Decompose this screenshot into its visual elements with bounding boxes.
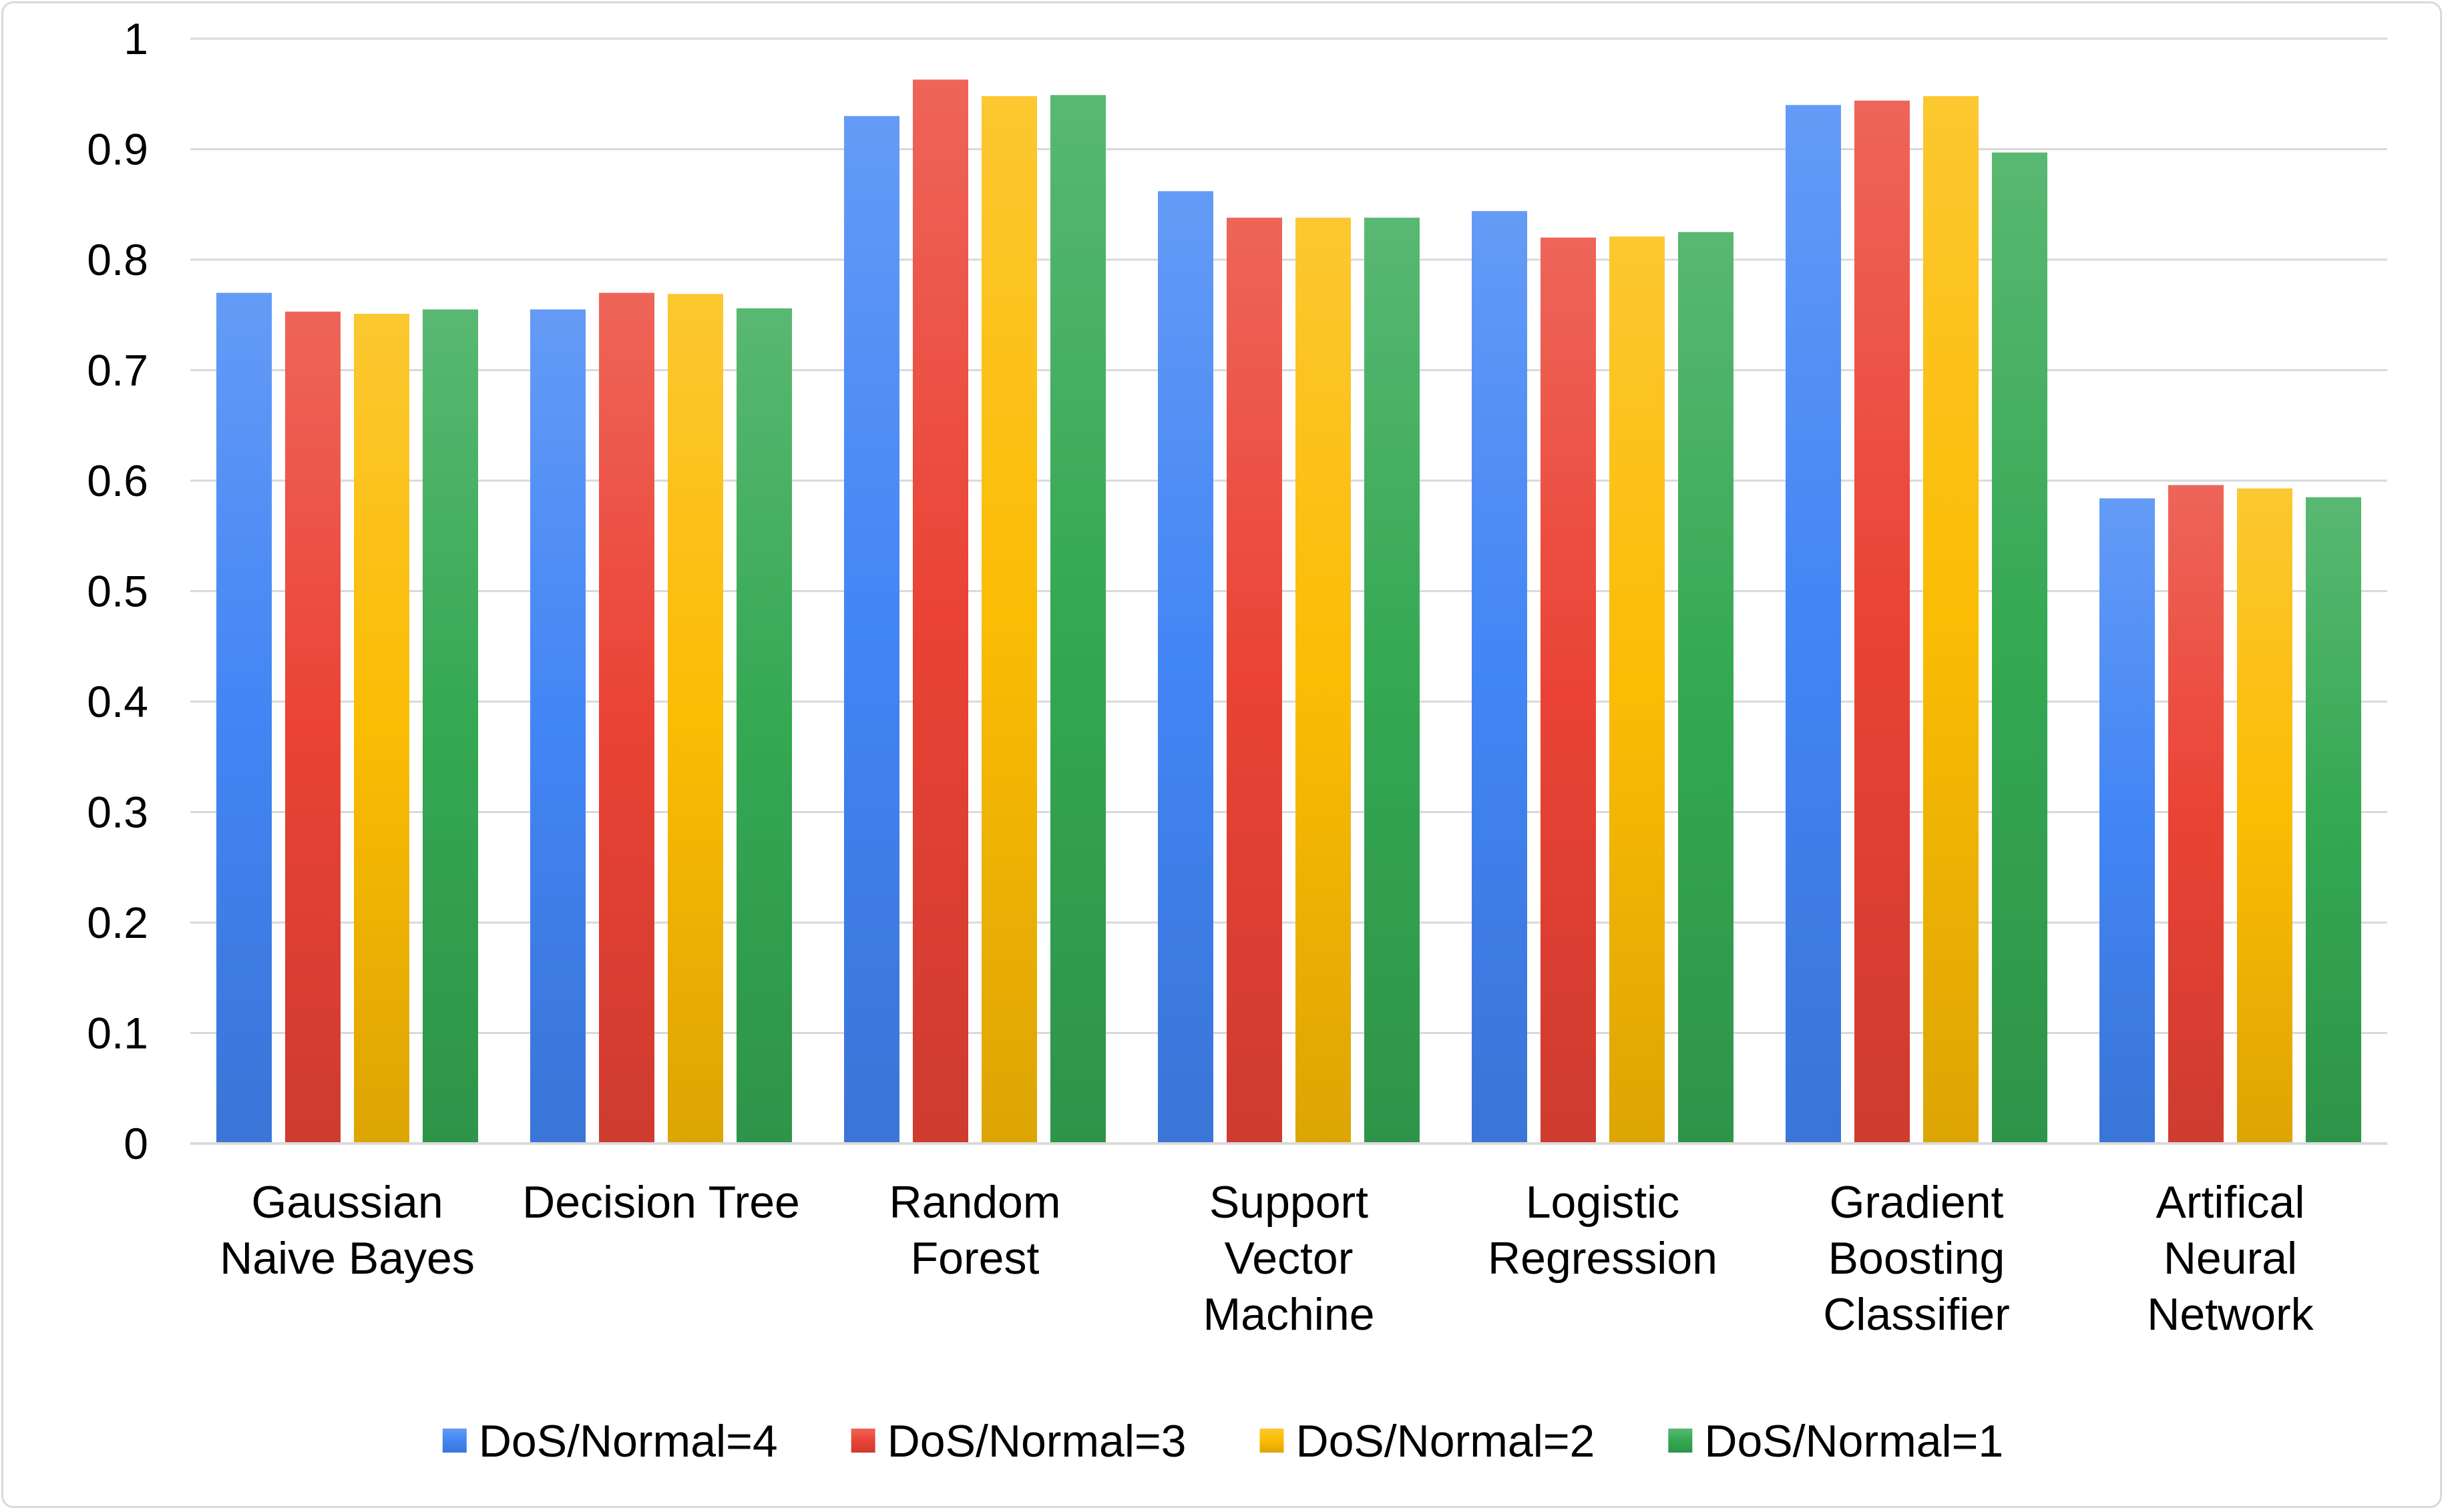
- bar: [354, 314, 409, 1144]
- bars: [216, 79, 2361, 1144]
- y-tick-label: 0.7: [87, 346, 148, 395]
- bar: [2168, 485, 2224, 1144]
- x-category-label: Forest: [911, 1233, 1040, 1284]
- y-tick-label: 0.4: [87, 677, 148, 726]
- x-category-label: Gaussian: [251, 1177, 443, 1228]
- x-category-label: Naive Bayes: [220, 1233, 475, 1284]
- y-tick-label: 0.1: [87, 1009, 148, 1058]
- y-tick-label: 0.6: [87, 456, 148, 505]
- bar: [1992, 152, 2047, 1144]
- bar: [285, 311, 341, 1144]
- bar: [982, 96, 1037, 1144]
- x-category-label: Vector: [1225, 1233, 1354, 1284]
- bar: [737, 308, 792, 1144]
- x-category-label: Machine: [1203, 1289, 1374, 1340]
- bar: [530, 309, 586, 1144]
- legend-swatch: [851, 1429, 875, 1453]
- bar: [2237, 488, 2292, 1144]
- x-category-label: Classifier: [1823, 1289, 2010, 1340]
- y-tick-label: 0.8: [87, 235, 148, 284]
- x-category-label: Logistic: [1526, 1177, 1680, 1228]
- bar: [1472, 211, 1527, 1144]
- legend-label: DoS/Normal=2: [1296, 1416, 1595, 1467]
- x-category-label: Gradient: [1830, 1177, 2004, 1228]
- bar: [1609, 236, 1665, 1144]
- legend: DoS/Normal=4 DoS/Normal=3 DoS/Normal=2 DoS/…: [442, 1416, 2003, 1467]
- y-tick-label: 0.2: [87, 898, 148, 947]
- bar: [1364, 218, 1420, 1144]
- x-category-label: Random: [889, 1177, 1060, 1228]
- bar: [2306, 497, 2361, 1144]
- y-tick-label: 1: [124, 14, 148, 63]
- x-category-label: Support: [1209, 1177, 1368, 1228]
- bar: [1923, 96, 1979, 1144]
- bar: [913, 79, 968, 1144]
- gridlines: [190, 37, 2387, 1034]
- legend-swatch: [1668, 1429, 1693, 1453]
- x-category-label: Boosting: [1828, 1233, 2005, 1284]
- bar: [1158, 191, 1213, 1144]
- x-category-label: Network: [2147, 1289, 2314, 1340]
- legend-label: DoS/Normal=1: [1704, 1416, 2003, 1467]
- y-tick-label: 0.3: [87, 788, 148, 837]
- x-category-label: Decision Tree: [522, 1177, 800, 1228]
- legend-label: DoS/Normal=4: [479, 1416, 778, 1467]
- bar: [1295, 218, 1351, 1144]
- legend-label: DoS/Normal=3: [887, 1416, 1187, 1467]
- bar: [1050, 95, 1106, 1144]
- bar: [1854, 100, 1910, 1144]
- legend-swatch: [442, 1429, 467, 1453]
- bar: [1786, 105, 1841, 1144]
- y-tick-label: 0.9: [87, 125, 148, 174]
- legend-swatch: [1259, 1429, 1284, 1453]
- bar: [668, 294, 723, 1144]
- x-category-label: Regression: [1488, 1233, 1717, 1284]
- bar: [2099, 498, 2155, 1144]
- bar: [1678, 232, 1734, 1144]
- y-tick-label: 0: [124, 1119, 148, 1168]
- bar: [844, 115, 899, 1144]
- x-category-label: Artifical: [2156, 1177, 2305, 1228]
- bar: [216, 292, 272, 1144]
- bar: [1541, 237, 1596, 1144]
- bar: [1227, 218, 1282, 1144]
- y-axis-tick-labels: 0 0.1 0.2 0.3 0.4 0.5 0.6 0.7 0.8 0.9 1: [87, 14, 148, 1168]
- x-category-label: Neural: [2164, 1233, 2297, 1284]
- bar: [423, 309, 478, 1144]
- y-tick-label: 0.5: [87, 567, 148, 616]
- bar: [599, 292, 654, 1144]
